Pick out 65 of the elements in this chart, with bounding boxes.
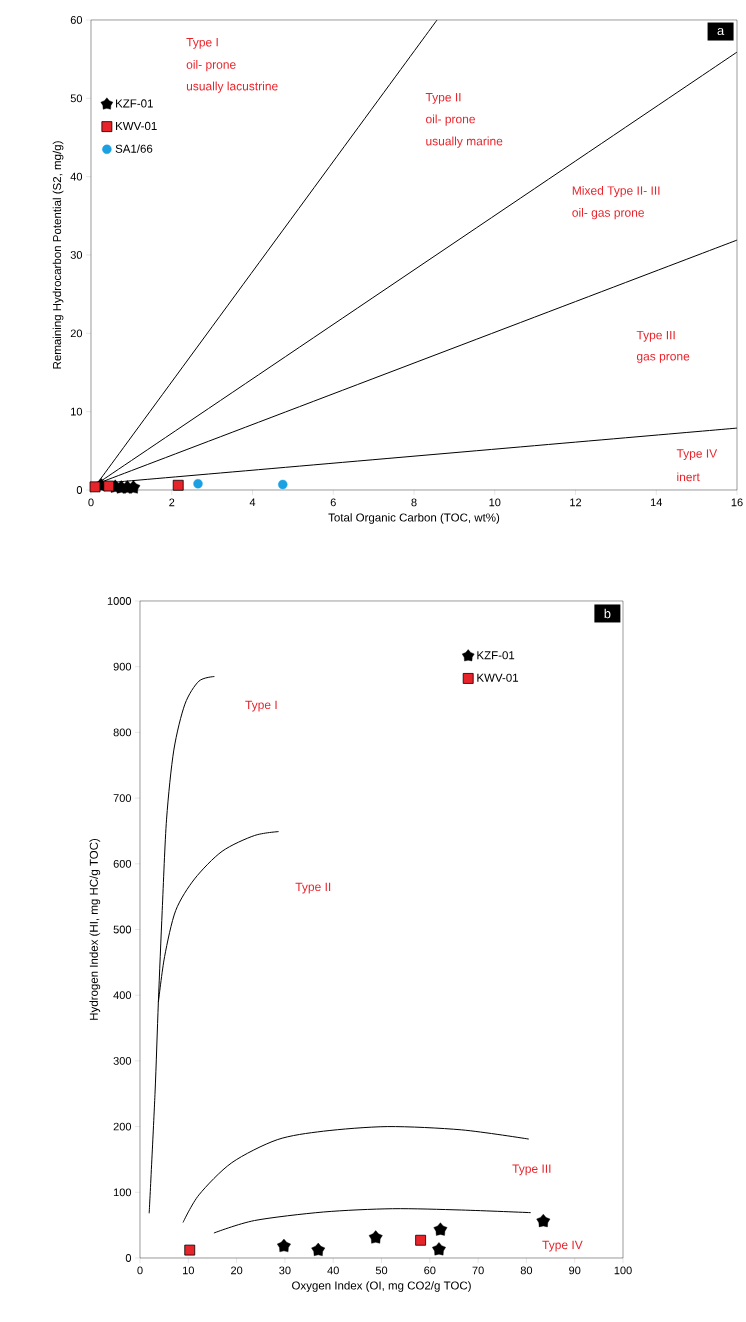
x-tick-label: 8: [411, 498, 417, 507]
x-tick-label: 40: [327, 1266, 339, 1275]
x-axis-title: Oxygen Index (OI, mg CO2/g TOC): [291, 1281, 471, 1292]
annotation: gas prone: [636, 353, 690, 363]
x-tick-label: 60: [424, 1266, 436, 1275]
y-tick-label: 20: [70, 329, 82, 338]
y-tick-label: 400: [113, 991, 131, 1000]
x-tick-label: 0: [88, 498, 94, 507]
x-tick-label: 0: [137, 1266, 143, 1275]
y-tick-label: 0: [125, 1254, 131, 1262]
annotation: a: [717, 27, 724, 36]
x-tick-label: 10: [182, 1266, 194, 1275]
y-tick-label: 900: [113, 662, 131, 671]
annotation: b: [604, 608, 611, 619]
annotation: Type II: [425, 93, 461, 104]
x-tick-label: 70: [472, 1266, 484, 1275]
y-axis-title: Remaining Hydrocarbon Potential (S2, mg/g): [52, 141, 64, 369]
y-tick-label: 0: [76, 486, 82, 494]
x-tick-label: 4: [249, 498, 256, 507]
y-tick-label: 200: [113, 1122, 131, 1131]
annotation: Type I: [245, 700, 277, 712]
annotation: oil- prone: [425, 114, 475, 126]
annotation: Type III: [512, 1164, 551, 1176]
x-tick-label: 20: [230, 1266, 243, 1275]
y-tick-label: 300: [113, 1056, 131, 1065]
y-tick-label: 500: [113, 925, 131, 934]
annotation: inert: [677, 472, 700, 482]
x-tick-label: 10: [489, 498, 501, 507]
x-tick-label: 14: [650, 498, 662, 507]
annotation: Type IV: [676, 449, 717, 461]
legend-label: SA1/66: [115, 144, 153, 153]
y-tick-label: 700: [113, 794, 131, 802]
x-tick-label: 50: [375, 1266, 387, 1275]
y-tick-label: 600: [113, 859, 131, 868]
legend-label: KZF-01: [115, 99, 153, 108]
y-axis-title: Hydrogen Index (HI, mg HC/g TOC): [89, 838, 100, 1020]
x-tick-label: 16: [731, 498, 743, 507]
x-tick-label: 100: [614, 1266, 632, 1275]
annotation: Type I: [186, 38, 218, 49]
x-tick-label: 30: [278, 1266, 291, 1275]
legend-label: KWV-01: [477, 673, 518, 682]
y-tick-label: 50: [70, 94, 82, 103]
annotation: Type IV: [542, 1240, 583, 1252]
x-axis-title: Total Organic Carbon (TOC, wt%): [328, 513, 499, 524]
y-tick-label: 10: [70, 407, 82, 416]
x-tick-label: 12: [570, 498, 581, 507]
annotation: usually lacustrine: [186, 81, 278, 93]
y-tick-label: 1000: [107, 597, 131, 605]
annotation: Type II: [295, 882, 330, 894]
x-tick-label: 80: [520, 1266, 532, 1275]
annotation: oil- gas prone: [572, 208, 644, 220]
y-tick-label: 800: [113, 728, 131, 737]
annotation: usually marine: [426, 136, 503, 148]
x-tick-label: 90: [568, 1266, 581, 1275]
legend-label: KZF-01: [477, 651, 514, 660]
y-tick-label: 30: [70, 251, 82, 259]
legend-label: KWV-01: [115, 121, 157, 131]
y-tick-label: 60: [70, 16, 82, 24]
annotation: oil- prone: [186, 59, 236, 72]
x-tick-label: 2: [169, 498, 175, 507]
x-tick-label: 6: [330, 498, 336, 507]
y-tick-label: 40: [70, 172, 82, 181]
annotation: Type III: [636, 330, 675, 342]
y-tick-label: 100: [113, 1188, 131, 1197]
annotation: Mixed Type II- III: [572, 185, 660, 198]
